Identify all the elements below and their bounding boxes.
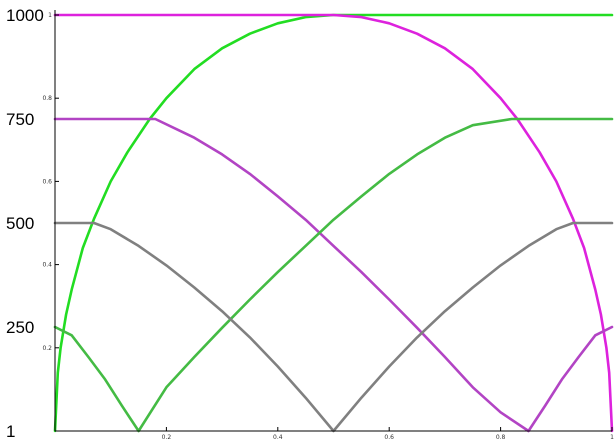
y-tick-label: 0.2 [42,345,52,352]
level-label: 1 [6,422,15,441]
x-tick-label: 0.2 [162,434,172,441]
y-tick-label: 1 [48,12,52,19]
level-label: 500 [6,214,34,233]
level-label: 1000 [6,6,44,25]
series-lines [53,13,614,433]
x-tick-label: 0.4 [273,434,283,441]
series-line-1 [53,13,614,433]
series-line-2 [53,13,614,433]
axis-ticks: 0.2 0.4 0.6 0.8 1 0.2 0.4 0.6 0.8 1 [42,12,614,441]
level-labels: 1000 750 500 250 1 [6,6,44,441]
x-tick-label: 0.6 [384,434,394,441]
y-tick-label: 0.8 [42,95,52,102]
x-tick-label: 0.8 [496,434,506,441]
level-label: 250 [6,318,34,337]
series-line-5 [53,221,614,433]
y-tick-label: 0.4 [42,262,52,269]
level-label: 750 [6,110,34,129]
x-tick-label: 1 [610,434,614,441]
series-line-3 [53,117,614,433]
y-tick-label: 0.6 [42,178,52,185]
series-line-4 [53,117,614,433]
